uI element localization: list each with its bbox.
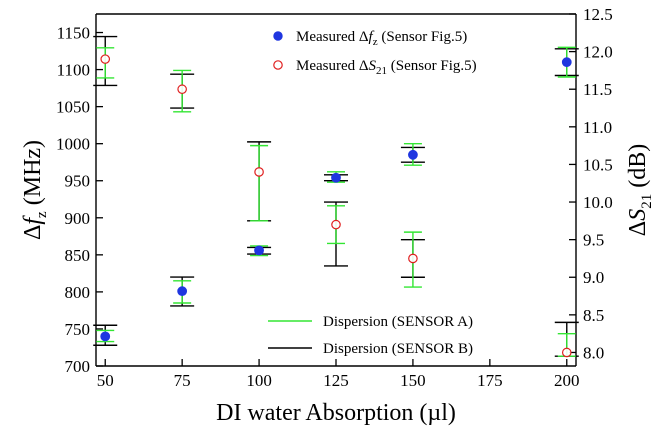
x-tick-label: 175 <box>477 371 503 390</box>
x-tick-label: 200 <box>554 371 580 390</box>
y-right-tick-label: 8.5 <box>583 306 604 325</box>
y-left-tick-label: 900 <box>65 209 91 228</box>
x-axis-title: DI water Absorption (µl) <box>216 400 456 426</box>
x-tick-label: 75 <box>174 371 191 390</box>
error-bars <box>93 35 579 357</box>
point-measured-fz <box>100 331 111 342</box>
data-points <box>100 54 572 358</box>
y-right-tick-label: 12.0 <box>583 43 613 62</box>
y-left-tick-label: 950 <box>65 172 91 191</box>
y-right-tick-label: 8.0 <box>583 343 604 362</box>
legend-marker-measured-fz <box>273 31 283 41</box>
point-measured-s21 <box>177 84 187 95</box>
point-measured-s21 <box>331 219 341 230</box>
y-right-ticks: 8.0 8.5 9.0 9.5 10.0 10.5 11.0 11.5 12.0 12.5 <box>569 5 613 362</box>
y-right-tick-label: 11.0 <box>583 118 612 137</box>
legend-label-measured-fz: Measured Δfz (Sensor Fig.5) <box>296 29 467 48</box>
y-left-tick-label: 850 <box>65 246 91 265</box>
x-tick-label: 50 <box>97 371 114 390</box>
legend-lines: Dispersion (SENSOR A) Dispersion (SENSOR… <box>268 314 473 357</box>
point-measured-s21 <box>100 54 111 64</box>
y-right-tick-label: 9.0 <box>583 268 604 287</box>
y-left-tick-label: 700 <box>65 357 91 376</box>
legend-label-sensor-a: Dispersion (SENSOR A) <box>323 314 473 330</box>
point-measured-s21 <box>561 347 572 358</box>
point-measured-fz <box>561 57 572 68</box>
point-measured-fz <box>408 149 418 160</box>
point-measured-s21 <box>254 167 264 177</box>
y-left-tick-label: 750 <box>65 320 91 339</box>
y-left-ticks: 700 750 800 850 900 950 1000 1050 1100 1150 <box>56 24 103 376</box>
y-right-tick-label: 10.5 <box>583 155 613 174</box>
y-left-tick-label: 800 <box>65 283 91 302</box>
y-left-tick-label: 1100 <box>57 61 90 80</box>
x-tick-label: 100 <box>246 371 272 390</box>
x-tick-label: 125 <box>323 371 349 390</box>
point-measured-s21 <box>408 253 418 264</box>
y-right-tick-label: 11.5 <box>583 80 612 99</box>
y-left-tick-label: 1050 <box>56 98 90 117</box>
legend-markers: Measured Δfz (Sensor Fig.5) Measured ΔS2… <box>273 29 477 77</box>
point-measured-fz <box>177 286 188 297</box>
x-tick-label: 150 <box>400 371 426 390</box>
x-ticks: 50 75 100 125 150 175 200 <box>97 359 580 390</box>
point-measured-fz <box>331 172 341 183</box>
y-left-axis-title: Δfz (MHz) <box>20 140 50 240</box>
y-right-tick-label: 9.5 <box>583 231 604 250</box>
y-left-tick-label: 1150 <box>57 24 90 43</box>
point-measured-fz <box>254 245 264 256</box>
y-right-tick-label: 10.0 <box>583 193 613 212</box>
legend-marker-measured-s21 <box>273 60 283 70</box>
error-bar-sensor-a <box>250 144 269 222</box>
y-left-tick-label: 1000 <box>56 135 90 154</box>
y-right-tick-label: 12.5 <box>583 5 613 24</box>
y-right-axis-title: ΔS21 (dB) <box>625 144 655 236</box>
legend-label-measured-s21: Measured ΔS21 (Sensor Fig.5) <box>296 58 477 77</box>
legend-label-sensor-b: Dispersion (SENSOR B) <box>323 341 473 357</box>
